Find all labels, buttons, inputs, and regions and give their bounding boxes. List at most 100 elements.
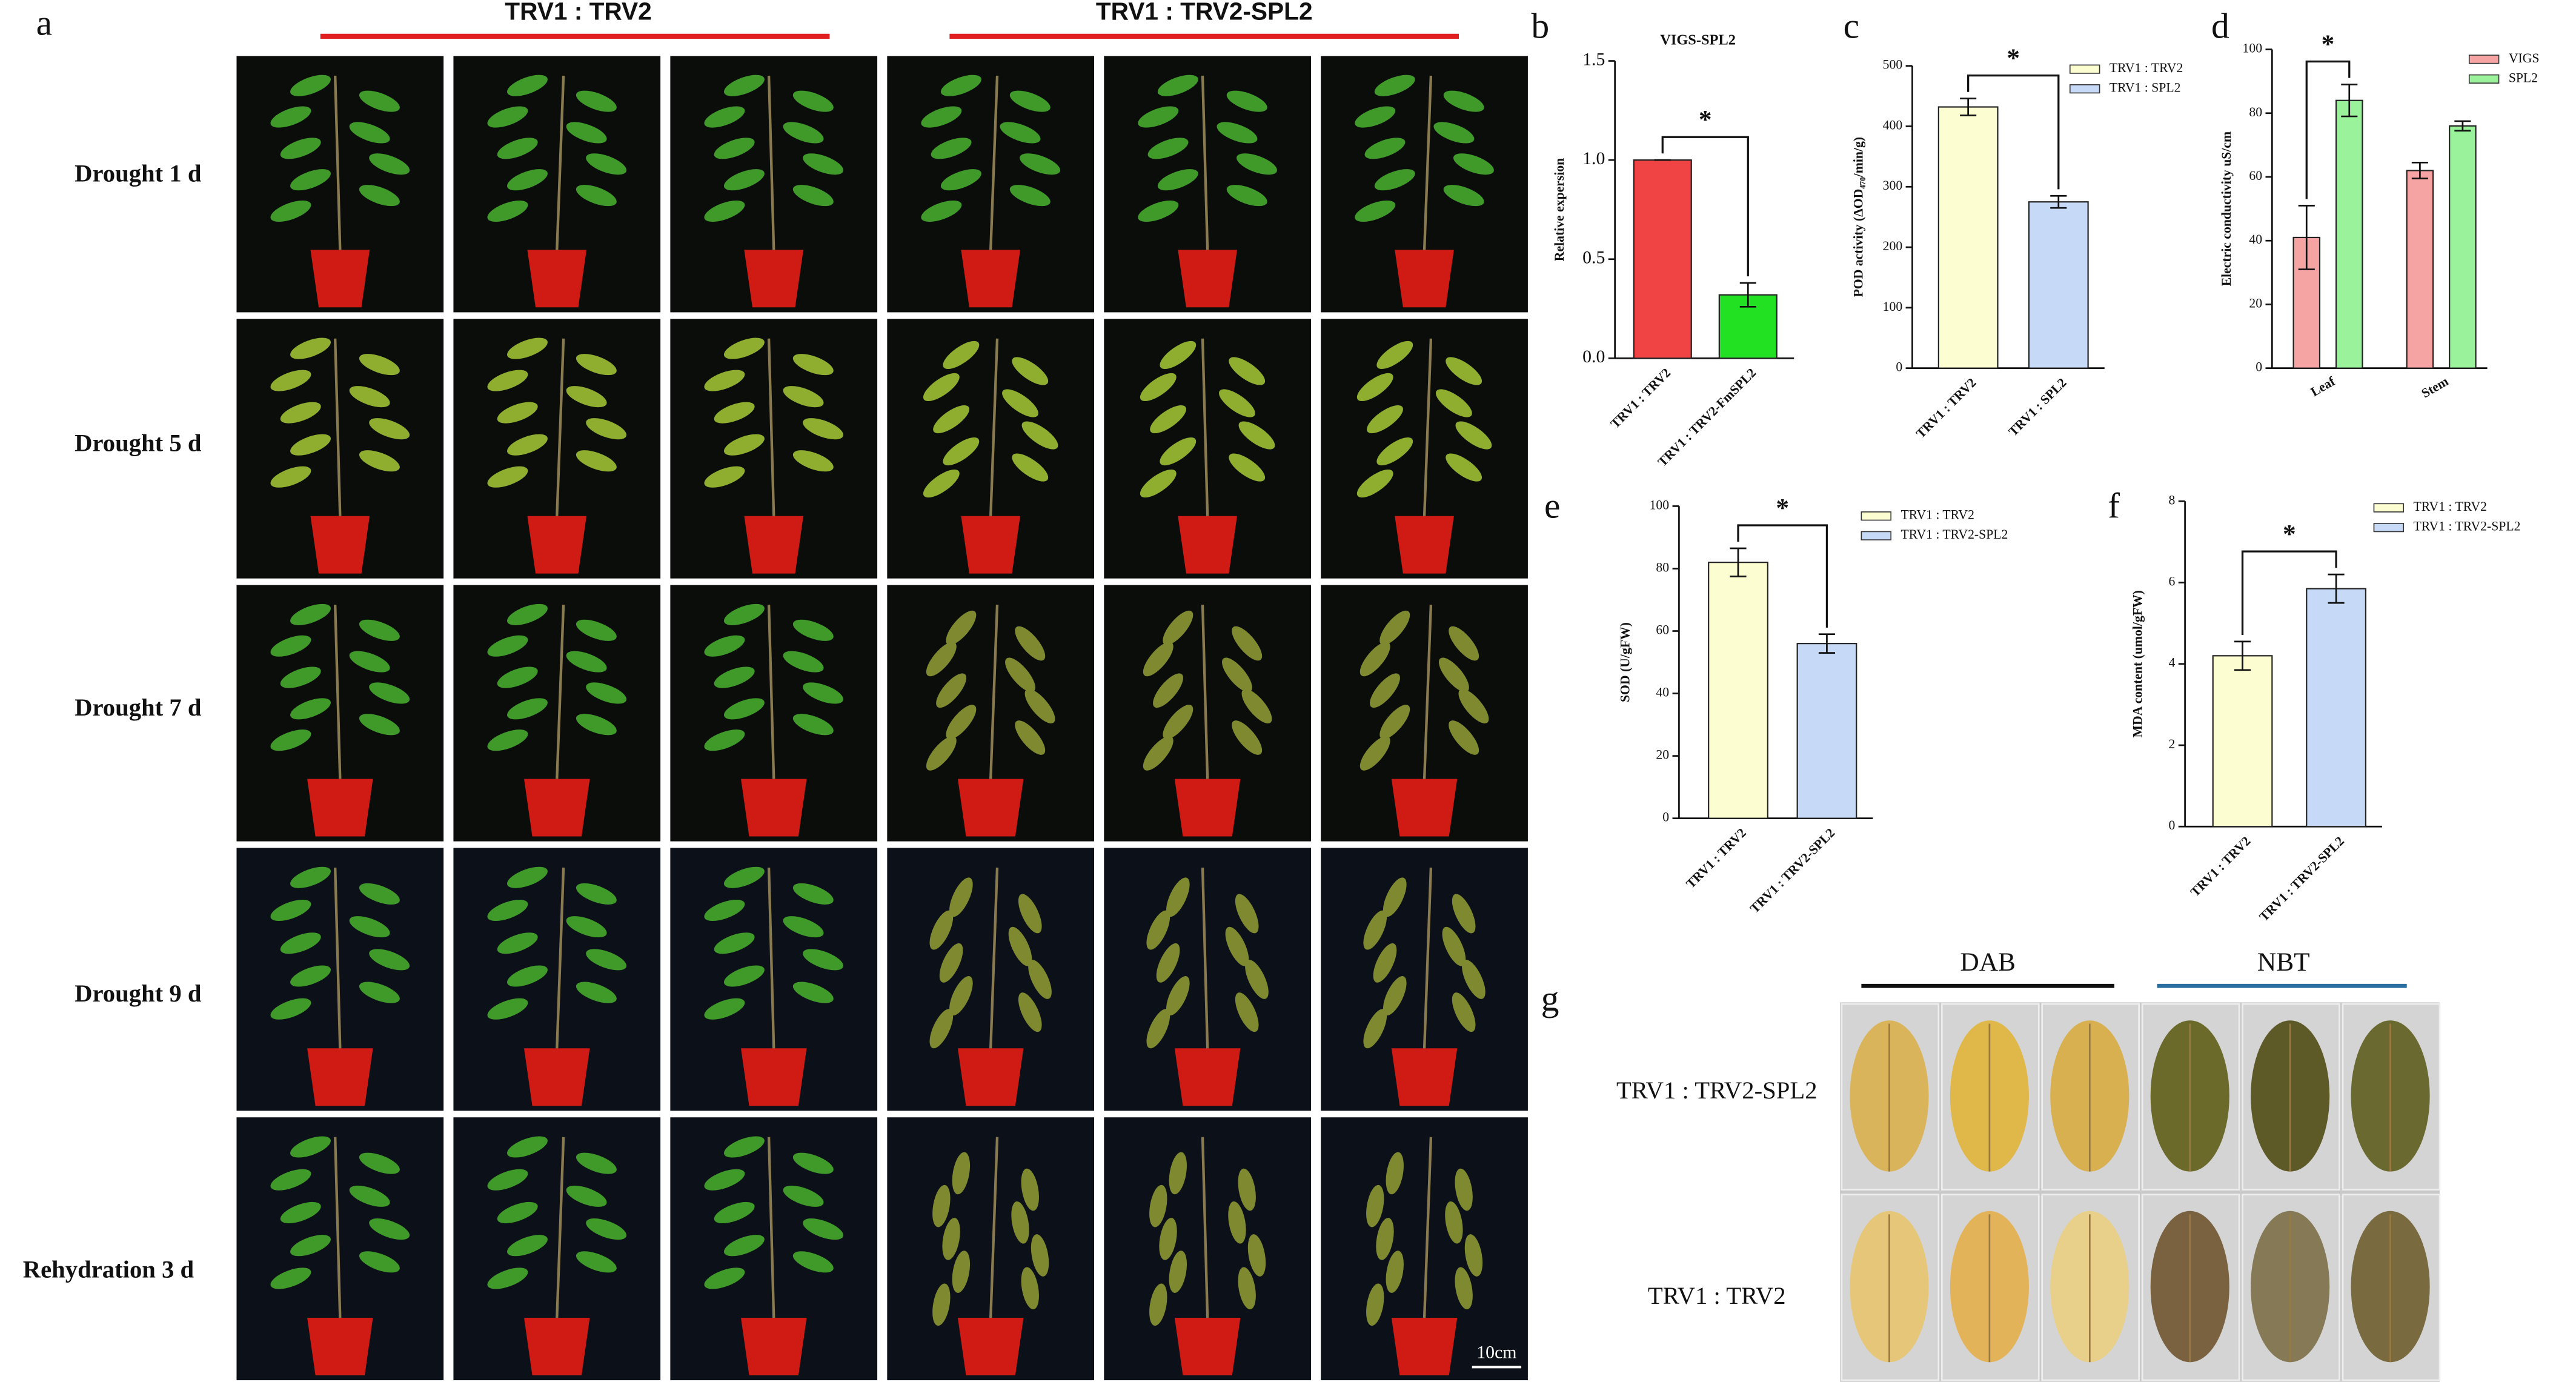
leaf <box>290 698 331 720</box>
bar <box>2449 125 2477 369</box>
leaf <box>369 153 410 175</box>
bar <box>1937 106 1999 369</box>
leaf <box>1143 736 1173 771</box>
leaf <box>723 866 765 888</box>
leaf <box>566 1185 607 1207</box>
pot <box>740 779 807 837</box>
leaf <box>1374 169 1415 191</box>
leaf <box>586 682 627 704</box>
leaf <box>1011 1201 1029 1244</box>
leaf <box>714 138 755 159</box>
leaf <box>923 373 960 402</box>
leaf <box>1163 610 1193 645</box>
leaf <box>1159 1218 1177 1260</box>
leaf <box>1379 705 1410 739</box>
leaf <box>566 916 607 938</box>
leaf <box>1009 185 1051 207</box>
y-tick-label: 100 <box>2243 41 2263 56</box>
leaf <box>1149 1283 1167 1326</box>
leaf <box>723 965 765 987</box>
leaf <box>1453 153 1494 175</box>
leaf <box>1438 657 1469 693</box>
leaf <box>576 883 617 905</box>
leaf <box>1226 90 1267 112</box>
stem <box>556 75 565 250</box>
leaf <box>1235 992 1259 1032</box>
y-tick-label: 60 <box>2249 168 2262 183</box>
significance-bracket <box>2241 550 2337 635</box>
bar <box>1633 159 1692 359</box>
row-label: Drought 9 d <box>75 980 202 1007</box>
pot <box>961 250 1020 308</box>
stem <box>989 75 999 250</box>
leaf <box>1435 389 1472 417</box>
leaf <box>487 200 528 222</box>
legend-label: TRV1 : TRV2 <box>2110 61 2183 75</box>
pot <box>1391 1048 1458 1106</box>
legend-swatch <box>2468 55 2500 64</box>
leaf <box>1166 976 1190 1015</box>
leaf <box>704 899 745 922</box>
leaf <box>704 1169 745 1191</box>
y-tick-label: 200 <box>1883 239 1903 253</box>
leaf <box>1238 1168 1256 1211</box>
leaf <box>1376 437 1413 466</box>
leaf <box>723 1136 765 1158</box>
error-bar <box>2234 640 2251 671</box>
legend-label: TRV1 : TRV2 <box>1900 508 1974 522</box>
leaf <box>576 982 617 1003</box>
panel-label: c <box>1844 6 1859 46</box>
pot <box>310 516 370 574</box>
leaf <box>946 705 977 739</box>
leaf <box>1359 642 1390 677</box>
leaf-grid <box>1840 1002 2441 1382</box>
leaf <box>1028 959 1052 999</box>
leaf <box>792 450 834 472</box>
leaf <box>497 666 538 688</box>
bar <box>1708 562 1768 819</box>
significance-bracket <box>1661 136 1749 277</box>
panel-label: a <box>36 2 52 42</box>
y-tick-label: 0 <box>1662 810 1669 825</box>
pot <box>307 779 373 837</box>
error-bar <box>2454 120 2471 132</box>
leaf <box>929 910 954 950</box>
leaf <box>921 106 962 128</box>
leaf <box>1383 976 1407 1015</box>
error-bar <box>1730 547 1747 577</box>
leaf <box>487 899 528 922</box>
leaf <box>1219 389 1255 417</box>
stem <box>767 75 775 250</box>
legend-swatch <box>1861 511 1892 521</box>
pot <box>740 1318 807 1375</box>
leaf <box>792 714 834 736</box>
leaf <box>783 386 824 408</box>
leaf <box>723 169 765 191</box>
leaf <box>952 1251 971 1293</box>
leaf <box>932 1283 951 1326</box>
leaf <box>576 450 617 472</box>
leaf <box>349 651 390 673</box>
leaf <box>1355 200 1396 222</box>
leaf <box>270 106 311 128</box>
pot <box>1178 250 1237 308</box>
leaf <box>359 714 400 736</box>
stem <box>1422 867 1433 1049</box>
legend-label: TRV1 : SPL2 <box>2110 81 2181 95</box>
pot <box>744 250 804 308</box>
stem <box>989 338 999 516</box>
leaf <box>497 1201 538 1224</box>
leaf <box>1150 405 1186 434</box>
leaf <box>290 337 331 359</box>
y-tick-label: 2 <box>2168 737 2175 751</box>
leaf <box>290 965 331 987</box>
leaf <box>1355 106 1396 128</box>
leaf <box>704 1267 745 1289</box>
leaf <box>1157 169 1198 191</box>
leaf <box>1386 1251 1404 1293</box>
pot <box>524 779 590 837</box>
leaf <box>1366 1283 1384 1326</box>
leaf <box>949 976 973 1015</box>
stem <box>1422 75 1433 250</box>
x-tick-label: TRV1 : TRV2-SPL2 <box>1747 825 1837 915</box>
